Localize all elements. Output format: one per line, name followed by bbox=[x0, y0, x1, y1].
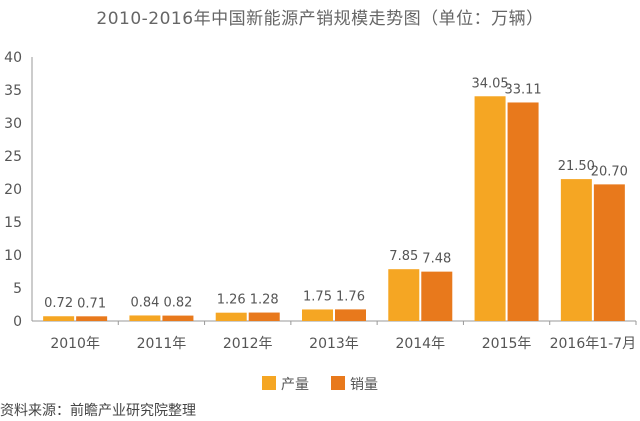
x-tick-label-3: 2013年 bbox=[309, 336, 359, 352]
bar-sales-2 bbox=[248, 312, 280, 321]
legend-swatch-sales bbox=[331, 376, 345, 390]
y-tick-label-4: 20 bbox=[4, 182, 22, 198]
data-label-sales-2: 1.28 bbox=[250, 293, 279, 308]
data-label-production-1: 0.84 bbox=[130, 295, 159, 310]
x-tick-label-0: 2010年 bbox=[50, 336, 100, 352]
x-tick-label-5: 2015年 bbox=[482, 336, 532, 352]
y-tick-label-0: 0 bbox=[13, 314, 22, 330]
bar-production-6 bbox=[560, 179, 592, 321]
data-label-production-2: 1.26 bbox=[217, 293, 246, 308]
data-label-sales-4: 7.48 bbox=[422, 252, 451, 267]
x-tick-label-6: 2016年1-7月 bbox=[550, 336, 637, 352]
x-tick-label-4: 2014年 bbox=[395, 336, 445, 352]
chart-title: 2010-2016年中国新能源产销规模走势图（单位：万辆） bbox=[96, 9, 544, 29]
y-tick-label-8: 40 bbox=[4, 50, 22, 66]
legend-label-sales: 销量 bbox=[350, 377, 378, 393]
bar-sales-6 bbox=[593, 184, 625, 321]
data-label-production-0: 0.72 bbox=[44, 296, 73, 311]
y-tick-label-7: 35 bbox=[4, 83, 22, 99]
bar-production-5 bbox=[474, 96, 506, 322]
source-note: 资料来源：前瞻产业研究院整理 bbox=[0, 403, 196, 419]
data-label-production-6: 21.50 bbox=[558, 159, 595, 174]
bar-sales-4 bbox=[421, 271, 453, 321]
y-tick-label-1: 5 bbox=[13, 281, 22, 297]
x-tick-label-1: 2011年 bbox=[137, 336, 187, 352]
x-tick-label-2: 2012年 bbox=[223, 336, 273, 352]
bar-production-1 bbox=[129, 315, 161, 321]
bar-sales-0 bbox=[76, 316, 108, 321]
bar-sales-5 bbox=[507, 102, 539, 321]
bar-production-0 bbox=[43, 316, 75, 321]
data-label-production-5: 34.05 bbox=[471, 76, 508, 91]
legend-label-production: 产量 bbox=[281, 377, 309, 393]
bar-sales-1 bbox=[162, 315, 194, 321]
data-label-sales-6: 20.70 bbox=[591, 164, 628, 179]
data-label-sales-3: 1.76 bbox=[336, 289, 365, 304]
bar-production-2 bbox=[215, 312, 247, 321]
legend-swatch-production bbox=[262, 376, 276, 390]
data-label-sales-0: 0.71 bbox=[77, 296, 106, 311]
y-tick-label-3: 15 bbox=[4, 215, 22, 231]
y-tick-label-5: 25 bbox=[4, 149, 22, 165]
bar-production-4 bbox=[388, 269, 420, 321]
data-label-production-3: 1.75 bbox=[303, 289, 332, 304]
data-label-sales-5: 33.11 bbox=[504, 82, 541, 97]
data-label-production-4: 7.85 bbox=[389, 249, 418, 264]
bar-sales-3 bbox=[335, 309, 366, 321]
data-label-sales-1: 0.82 bbox=[163, 296, 192, 311]
bar-production-3 bbox=[302, 309, 333, 321]
y-tick-label-2: 10 bbox=[4, 248, 22, 264]
y-tick-label-6: 30 bbox=[4, 116, 22, 132]
